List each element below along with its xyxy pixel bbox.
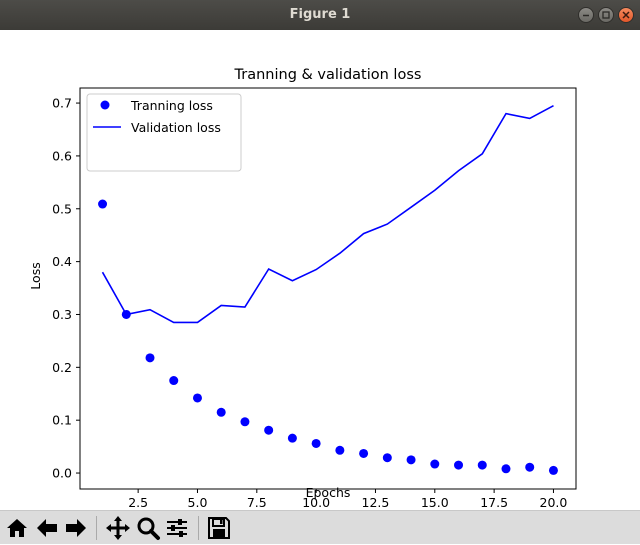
x-tick-label: 5.0 bbox=[188, 495, 208, 510]
training-loss-point bbox=[406, 455, 416, 465]
home-icon bbox=[7, 519, 27, 537]
x-tick-label: 10.0 bbox=[302, 495, 330, 510]
training-loss-point bbox=[264, 425, 274, 435]
legend-label-training: Tranning loss bbox=[130, 98, 213, 113]
training-loss-point bbox=[216, 407, 226, 417]
pan-button[interactable] bbox=[105, 515, 131, 541]
x-tick-label: 17.5 bbox=[480, 495, 508, 510]
training-loss-point bbox=[501, 464, 511, 474]
legend: Tranning loss Validation loss bbox=[86, 93, 242, 172]
legend-label-validation: Validation loss bbox=[131, 120, 221, 135]
pan-icon bbox=[106, 516, 130, 540]
toolbar-separator bbox=[96, 516, 97, 540]
subplots-button[interactable] bbox=[164, 515, 190, 541]
training-loss-point bbox=[145, 353, 155, 363]
training-loss-point bbox=[359, 448, 369, 458]
training-loss-point bbox=[311, 438, 321, 448]
y-tick-label: 0.1 bbox=[52, 413, 72, 428]
chart-title: Tranning & validation loss bbox=[234, 67, 422, 83]
window-title: Figure 1 bbox=[289, 7, 351, 22]
x-tick-label: 15.0 bbox=[421, 495, 449, 510]
training-loss-point bbox=[477, 460, 487, 470]
loss-chart: Tranning & validation loss Epochs Loss 2… bbox=[0, 30, 640, 510]
training-loss-point bbox=[525, 462, 535, 472]
figure-canvas[interactable]: Tranning & validation loss Epochs Loss 2… bbox=[0, 30, 640, 510]
minimize-icon bbox=[583, 14, 589, 17]
maximize-icon bbox=[602, 11, 610, 19]
back-arrow-icon bbox=[37, 519, 57, 537]
y-tick-label: 0.0 bbox=[52, 466, 72, 481]
y-tick-label: 0.4 bbox=[52, 254, 72, 269]
close-button[interactable] bbox=[618, 7, 634, 23]
forward-button[interactable] bbox=[63, 515, 89, 541]
training-loss-point bbox=[454, 460, 464, 470]
training-loss-point bbox=[548, 465, 558, 475]
legend-box bbox=[86, 93, 242, 172]
training-loss-point bbox=[240, 417, 250, 427]
x-tick-label: 20.0 bbox=[540, 495, 568, 510]
toolbar-separator bbox=[198, 516, 199, 540]
zoom-icon bbox=[137, 517, 160, 540]
axes-frame bbox=[79, 87, 577, 490]
x-tick-label: 7.5 bbox=[247, 495, 267, 510]
save-icon bbox=[208, 517, 230, 539]
validation-loss-line bbox=[101, 104, 554, 324]
training-loss-point bbox=[98, 199, 108, 209]
y-tick-label: 0.7 bbox=[52, 96, 72, 111]
x-tick-label: 2.5 bbox=[128, 495, 148, 510]
forward-arrow-icon bbox=[66, 519, 86, 537]
back-button[interactable] bbox=[34, 515, 60, 541]
close-icon bbox=[622, 11, 630, 19]
training-loss-point bbox=[430, 459, 440, 469]
maximize-button[interactable] bbox=[598, 7, 614, 23]
y-axis-label: Loss bbox=[28, 262, 43, 289]
navigation-toolbar bbox=[0, 510, 640, 544]
y-tick-label: 0.3 bbox=[52, 307, 72, 322]
training-loss-point bbox=[287, 433, 297, 443]
training-loss-point bbox=[169, 376, 179, 386]
minimize-button[interactable] bbox=[578, 7, 594, 23]
training-loss-point bbox=[192, 393, 202, 403]
x-tick-label: 12.5 bbox=[362, 495, 390, 510]
subplots-icon bbox=[167, 519, 187, 537]
window-titlebar[interactable]: Figure 1 bbox=[0, 0, 640, 30]
save-button[interactable] bbox=[206, 515, 232, 541]
training-loss-point bbox=[335, 445, 345, 455]
zoom-button[interactable] bbox=[135, 515, 161, 541]
legend-marker-training bbox=[100, 100, 110, 110]
y-tick-label: 0.5 bbox=[52, 201, 72, 216]
y-tick-label: 0.2 bbox=[52, 360, 72, 375]
y-tick-label: 0.6 bbox=[52, 148, 72, 163]
training-loss-point bbox=[382, 453, 392, 463]
home-button[interactable] bbox=[4, 515, 30, 541]
